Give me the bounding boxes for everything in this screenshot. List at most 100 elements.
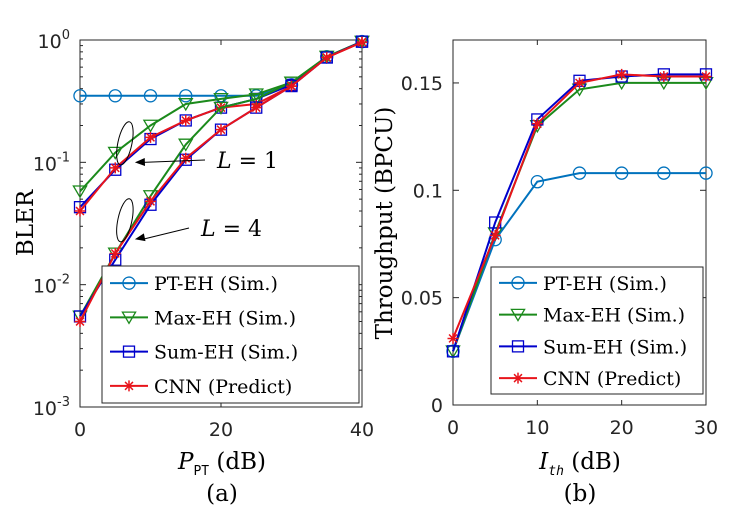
data-point	[107, 146, 123, 160]
data-point	[531, 118, 543, 130]
data-point	[616, 68, 628, 80]
series-cnn-predict	[447, 68, 712, 344]
legend-label: CNN (Predict)	[543, 368, 681, 390]
legend-label: Max-EH (Sim.)	[154, 307, 296, 329]
series-pt-eh-sim	[73, 34, 369, 103]
x-tick-label: 0	[74, 419, 86, 441]
data-point	[145, 131, 156, 143]
panel-label: (b)	[564, 481, 597, 507]
arrow-line	[142, 227, 190, 240]
legend-entry: Sum-EH (Sim.)	[499, 336, 687, 358]
y-tick-label: 10-2	[33, 273, 70, 298]
chart-b: 0 10 20 30 0 0.05 0.1 0.15 PT-EH (Sim.) Max-EH (S…	[372, 39, 718, 507]
data-point	[572, 166, 587, 180]
data-point	[700, 71, 712, 82]
data-point	[108, 89, 122, 103]
data-point	[109, 162, 121, 174]
legend-marker	[122, 345, 136, 358]
annotation-label: L = 1	[216, 149, 278, 174]
legend-entry: PT-EH (Sim.)	[110, 273, 278, 295]
legend: PT-EH (Sim.) Max-EH (Sim.) Sum-EH (Sim.) CN…	[490, 266, 704, 395]
legend-label: PT-EH (Sim.)	[543, 273, 667, 295]
data-point	[74, 315, 86, 327]
legend-label: Sum-EH (Sim.)	[543, 336, 687, 358]
data-point	[109, 247, 121, 259]
legend-entry: Max-EH (Sim.)	[110, 307, 296, 329]
x-tick-label: 20	[209, 419, 233, 441]
series-line	[80, 40, 363, 97]
y-tick-label: 0.15	[401, 73, 443, 95]
legend-marker	[510, 308, 526, 322]
data-point	[213, 92, 229, 107]
legend-entry: Max-EH (Sim.)	[499, 305, 685, 327]
arrow-line	[142, 159, 206, 163]
legend-entry: PT-EH (Sim.)	[499, 273, 667, 295]
x-axis-title: Ith (dB)	[538, 449, 621, 479]
data-point	[74, 205, 86, 217]
x-axis-title: PPT (dB)	[177, 449, 266, 479]
data-point	[250, 102, 262, 114]
legend-marker	[122, 276, 136, 290]
y-tick-label: 0	[431, 395, 443, 417]
y-tick-label: 10-1	[33, 150, 70, 175]
legend-entry: Sum-EH (Sim.)	[110, 342, 298, 364]
data-point	[145, 195, 156, 207]
data-point	[72, 185, 88, 199]
data-point	[215, 124, 227, 136]
legend: PT-EH (Sim.) Max-EH (Sim.) Sum-EH (Sim.) CN…	[101, 265, 360, 404]
data-point	[446, 345, 460, 358]
legend-marker	[511, 276, 525, 290]
legend-entry: CNN (Predict)	[499, 368, 681, 390]
y-tick-label: 100	[38, 28, 70, 53]
data-point	[73, 89, 87, 103]
plot-area-frame	[452, 39, 707, 406]
legend-box	[490, 266, 704, 395]
legend-label: CNN (Predict)	[154, 376, 292, 398]
x-tick-label: 40	[350, 419, 374, 441]
y-axis-title: Throughput (BPCU)	[372, 107, 398, 340]
data-point	[178, 98, 194, 112]
data-point	[248, 88, 264, 102]
arrow-head	[134, 233, 146, 242]
group-ellipse	[116, 198, 134, 243]
x-tick-label: 20	[610, 417, 634, 439]
data-point	[699, 166, 713, 180]
data-point	[180, 114, 192, 126]
data-point	[142, 119, 159, 133]
data-point	[180, 152, 192, 164]
data-point	[286, 80, 297, 92]
legend-label: PT-EH (Sim.)	[154, 273, 278, 295]
data-point	[530, 175, 545, 189]
data-point	[321, 51, 333, 63]
data-point	[658, 71, 670, 82]
y-tick-label: 10-3	[33, 395, 70, 420]
legend-marker	[123, 380, 135, 392]
legend-marker	[511, 340, 525, 353]
legend-entry: CNN (Predict)	[110, 376, 292, 398]
data-point	[143, 89, 158, 103]
data-point	[178, 138, 194, 152]
x-tick-label: 10	[525, 417, 549, 439]
data-point	[574, 77, 585, 89]
chart-a: 0 20 40 10-3 10-2 10-1 100 L = 1 L = 4 PT-EH (Sim…	[13, 28, 374, 507]
annotation-l4: L = 4	[116, 198, 262, 243]
legend-label: Sum-EH (Sim.)	[154, 342, 298, 364]
legend-marker	[512, 372, 524, 384]
data-point	[179, 89, 193, 103]
annotation-l1: L = 1	[116, 121, 278, 174]
data-point	[657, 166, 671, 180]
x-tick-label: 30	[694, 417, 718, 439]
data-point	[248, 92, 264, 107]
data-point	[447, 332, 459, 344]
data-point	[489, 229, 501, 241]
legend-box	[101, 265, 360, 404]
data-point	[213, 101, 229, 115]
data-point	[356, 36, 368, 48]
group-ellipse	[116, 121, 134, 166]
y-tick-label: 0.1	[413, 180, 443, 202]
data-point	[614, 166, 629, 180]
x-tick-label: 0	[447, 417, 459, 439]
arrow-head	[134, 158, 146, 166]
legend-label: Max-EH (Sim.)	[543, 305, 685, 327]
